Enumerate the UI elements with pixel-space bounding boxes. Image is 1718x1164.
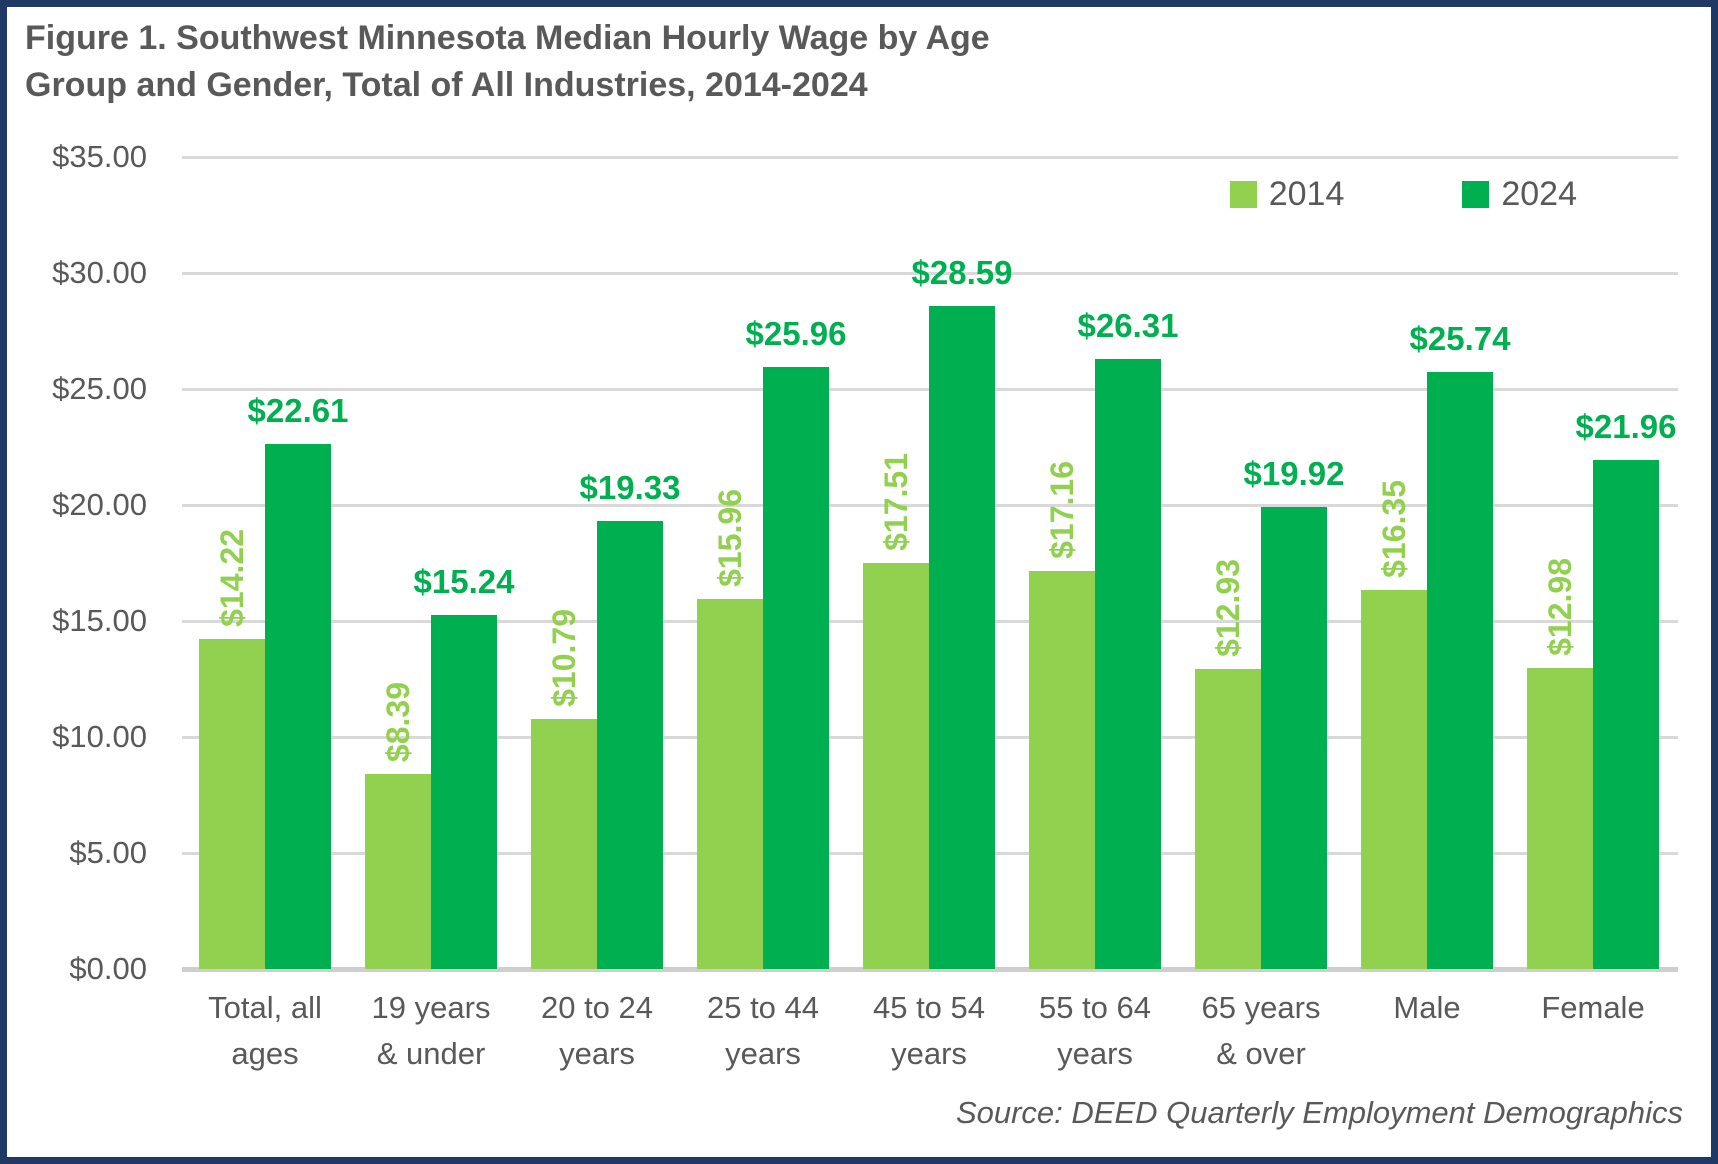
value-label-2024-65-years-over: $19.92 [1243, 454, 1345, 492]
x-axis-category-label-male: Male [1393, 990, 1461, 1025]
value-label-2024-55-to-64-years: $26.31 [1077, 306, 1179, 344]
legend-item-2024: 2024 [1462, 175, 1577, 214]
bar-2014-female [1527, 667, 1593, 969]
bar-2014-25-to-44-years [697, 598, 763, 969]
x-axis-category-label-65-years-over: 65 years & over [1201, 990, 1321, 1071]
x-axis-category-label-55-to-64-years: 55 to 64 years [1038, 990, 1152, 1071]
value-label-2014-total-all-ages: $14.22 [199, 7, 265, 627]
legend-label-2024: 2024 [1501, 175, 1577, 213]
bar-2014-20-to-24-years [531, 718, 597, 969]
bar-2014-55-to-64-years [1029, 570, 1095, 969]
value-text-2014-male: $16.35 [1375, 479, 1412, 578]
value-text-2014-25-to-44-years: $15.96 [711, 488, 748, 587]
legend-label-2014: 2014 [1268, 175, 1345, 213]
bar-2014-65-years-over [1195, 669, 1261, 969]
bar-2024-female [1593, 459, 1659, 969]
value-label-2014-25-to-44-years: $15.96 [697, 7, 763, 587]
value-label-2024-19-years-under: $15.24 [413, 563, 515, 601]
value-label-2024-total-all-ages: $22.61 [247, 392, 349, 430]
source-note: Source: DEED Quarterly Employment Demogr… [955, 1095, 1683, 1130]
y-axis-tick-label-5: $5.00 [69, 835, 147, 870]
value-label-2024-25-to-44-years: $25.96 [745, 314, 847, 352]
y-axis-tick-label-10: $10.00 [52, 719, 147, 754]
y-axis-tick-label-15: $15.00 [52, 603, 147, 638]
y-axis-tick-label-0: $0.00 [69, 951, 147, 986]
legend-item-2014: 2014 [1229, 175, 1345, 214]
value-label-2014-55-to-64-years: $17.16 [1029, 7, 1095, 559]
x-axis-category-label-total-all-ages: Total, all ages [208, 990, 322, 1071]
value-text-2014-55-to-64-years: $17.16 [1043, 461, 1080, 559]
bar-2014-45-to-54-years [863, 562, 929, 969]
value-label-2014-female: $12.98 [1527, 7, 1593, 656]
value-label-2014-20-to-24-years: $10.79 [531, 7, 597, 707]
bar-2024-19-years-under [431, 615, 497, 969]
x-axis-category-label-19-years-under: 19 years & under [371, 990, 491, 1071]
y-axis-tick-label-20: $20.00 [52, 487, 147, 522]
bar-2024-65-years-over [1261, 506, 1327, 969]
bar-2014-male [1361, 589, 1427, 969]
legend-swatch-2024 [1462, 181, 1490, 208]
legend-swatch-2014 [1229, 181, 1257, 208]
value-label-2014-male: $16.35 [1361, 7, 1427, 578]
value-label-2024-20-to-24-years: $19.33 [579, 468, 681, 506]
value-text-2014-20-to-24-years: $10.79 [545, 608, 582, 707]
value-text-2014-total-all-ages: $14.22 [213, 529, 250, 628]
x-axis-category-label-45-to-54-years: 45 to 54 years [872, 990, 986, 1071]
value-text-2014-female: $12.98 [1541, 557, 1578, 656]
bar-2014-total-all-ages [199, 639, 265, 969]
bar-2024-male [1427, 371, 1493, 969]
chart-canvas: Figure 1. Southwest Minnesota Median Hou… [7, 7, 1711, 1157]
bar-2024-20-to-24-years [597, 520, 663, 969]
y-axis-tick-label-35: $35.00 [52, 139, 147, 174]
gridline-30 [182, 272, 1678, 275]
legend: 2014 2024 [1229, 175, 1577, 214]
value-text-2014-19-years-under: $8.39 [379, 682, 416, 763]
value-label-2024-45-to-54-years: $28.59 [911, 253, 1013, 291]
chart-title: Figure 1. Southwest Minnesota Median Hou… [25, 19, 990, 104]
value-label-2024-male: $25.74 [1409, 319, 1511, 357]
value-label-2014-65-years-over: $12.93 [1195, 7, 1261, 657]
value-label-2024-female: $21.96 [1575, 407, 1677, 445]
value-text-2014-45-to-54-years: $17.51 [877, 452, 914, 551]
bar-2024-25-to-44-years [763, 366, 829, 969]
y-axis-tick-label-30: $30.00 [52, 255, 147, 290]
value-text-2014-65-years-over: $12.93 [1209, 559, 1246, 658]
bar-2024-total-all-ages [265, 444, 331, 969]
bar-2014-19-years-under [365, 774, 431, 969]
bar-2024-55-to-64-years [1095, 358, 1161, 969]
y-axis-tick-label-25: $25.00 [52, 371, 147, 406]
x-axis-category-label-20-to-24-years: 20 to 24 years [540, 990, 654, 1071]
x-axis-category-label-female: Female [1541, 990, 1645, 1025]
gridline-35 [182, 156, 1678, 159]
bar-2024-45-to-54-years [929, 305, 995, 969]
x-axis-category-label-25-to-44-years: 25 to 44 years [706, 990, 820, 1071]
value-label-2014-19-years-under: $8.39 [365, 7, 431, 762]
gridline-0 [182, 967, 1678, 972]
